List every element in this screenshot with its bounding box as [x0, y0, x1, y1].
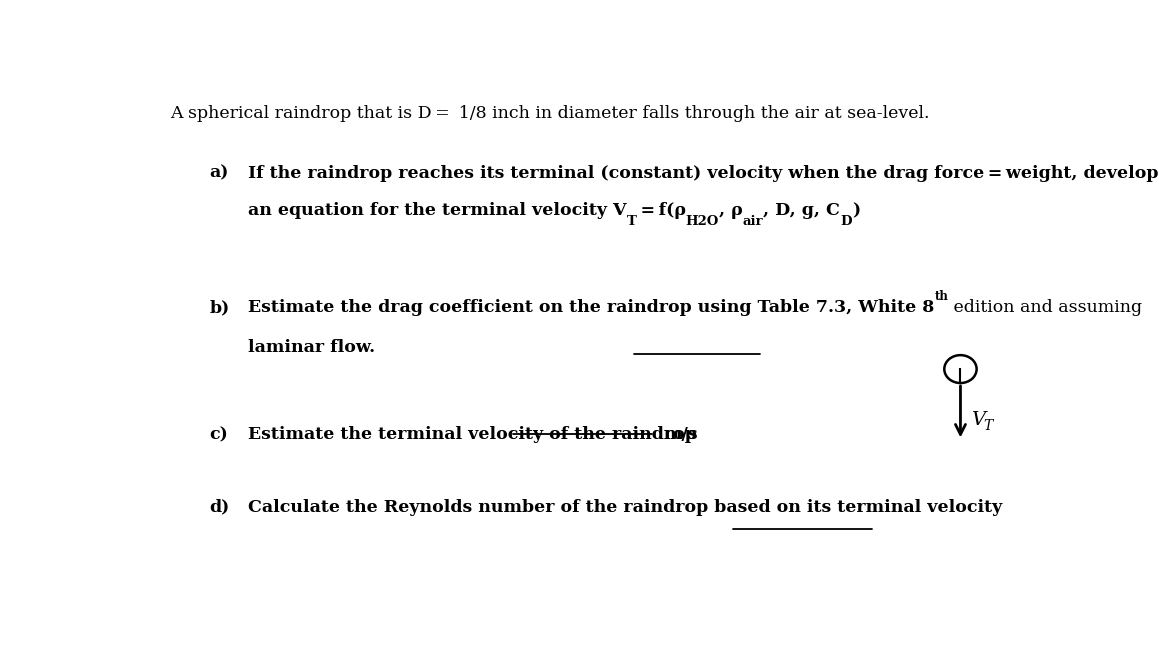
Text: edition and assuming: edition and assuming	[948, 300, 1143, 316]
Ellipse shape	[945, 355, 977, 383]
Text: Estimate the terminal velocity of the raindrop: Estimate the terminal velocity of the ra…	[248, 426, 697, 443]
Text: A spherical raindrop that is D =  1/8 inch in diameter falls through the air at : A spherical raindrop that is D = 1/8 inc…	[170, 105, 930, 122]
Text: th: th	[934, 291, 948, 303]
Text: If the raindrop reaches its terminal (constant) velocity when the drag force = w: If the raindrop reaches its terminal (co…	[248, 165, 1159, 182]
Text: T: T	[984, 419, 993, 433]
Text: m/s: m/s	[663, 426, 698, 443]
Text: = f(ρ: = f(ρ	[636, 202, 685, 219]
Text: ): )	[852, 202, 860, 219]
Text: Calculate the Reynolds number of the raindrop based on its terminal velocity: Calculate the Reynolds number of the rai…	[248, 499, 1003, 516]
Text: , ρ: , ρ	[719, 202, 743, 219]
Text: , D, g, C: , D, g, C	[764, 202, 840, 219]
Text: a): a)	[210, 165, 229, 182]
Text: H2O: H2O	[685, 215, 719, 228]
Text: Estimate the drag coefficient on the raindrop using Table 7.3, White 8: Estimate the drag coefficient on the rai…	[248, 300, 934, 316]
Text: c): c)	[210, 426, 228, 443]
Text: an equation for the terminal velocity V: an equation for the terminal velocity V	[248, 202, 627, 219]
Text: D: D	[840, 215, 852, 228]
Text: b): b)	[210, 300, 229, 316]
Text: V: V	[971, 411, 985, 430]
Text: d): d)	[210, 499, 229, 516]
Text: air: air	[743, 215, 764, 228]
Text: T: T	[627, 215, 636, 228]
Text: laminar flow.: laminar flow.	[248, 339, 376, 356]
